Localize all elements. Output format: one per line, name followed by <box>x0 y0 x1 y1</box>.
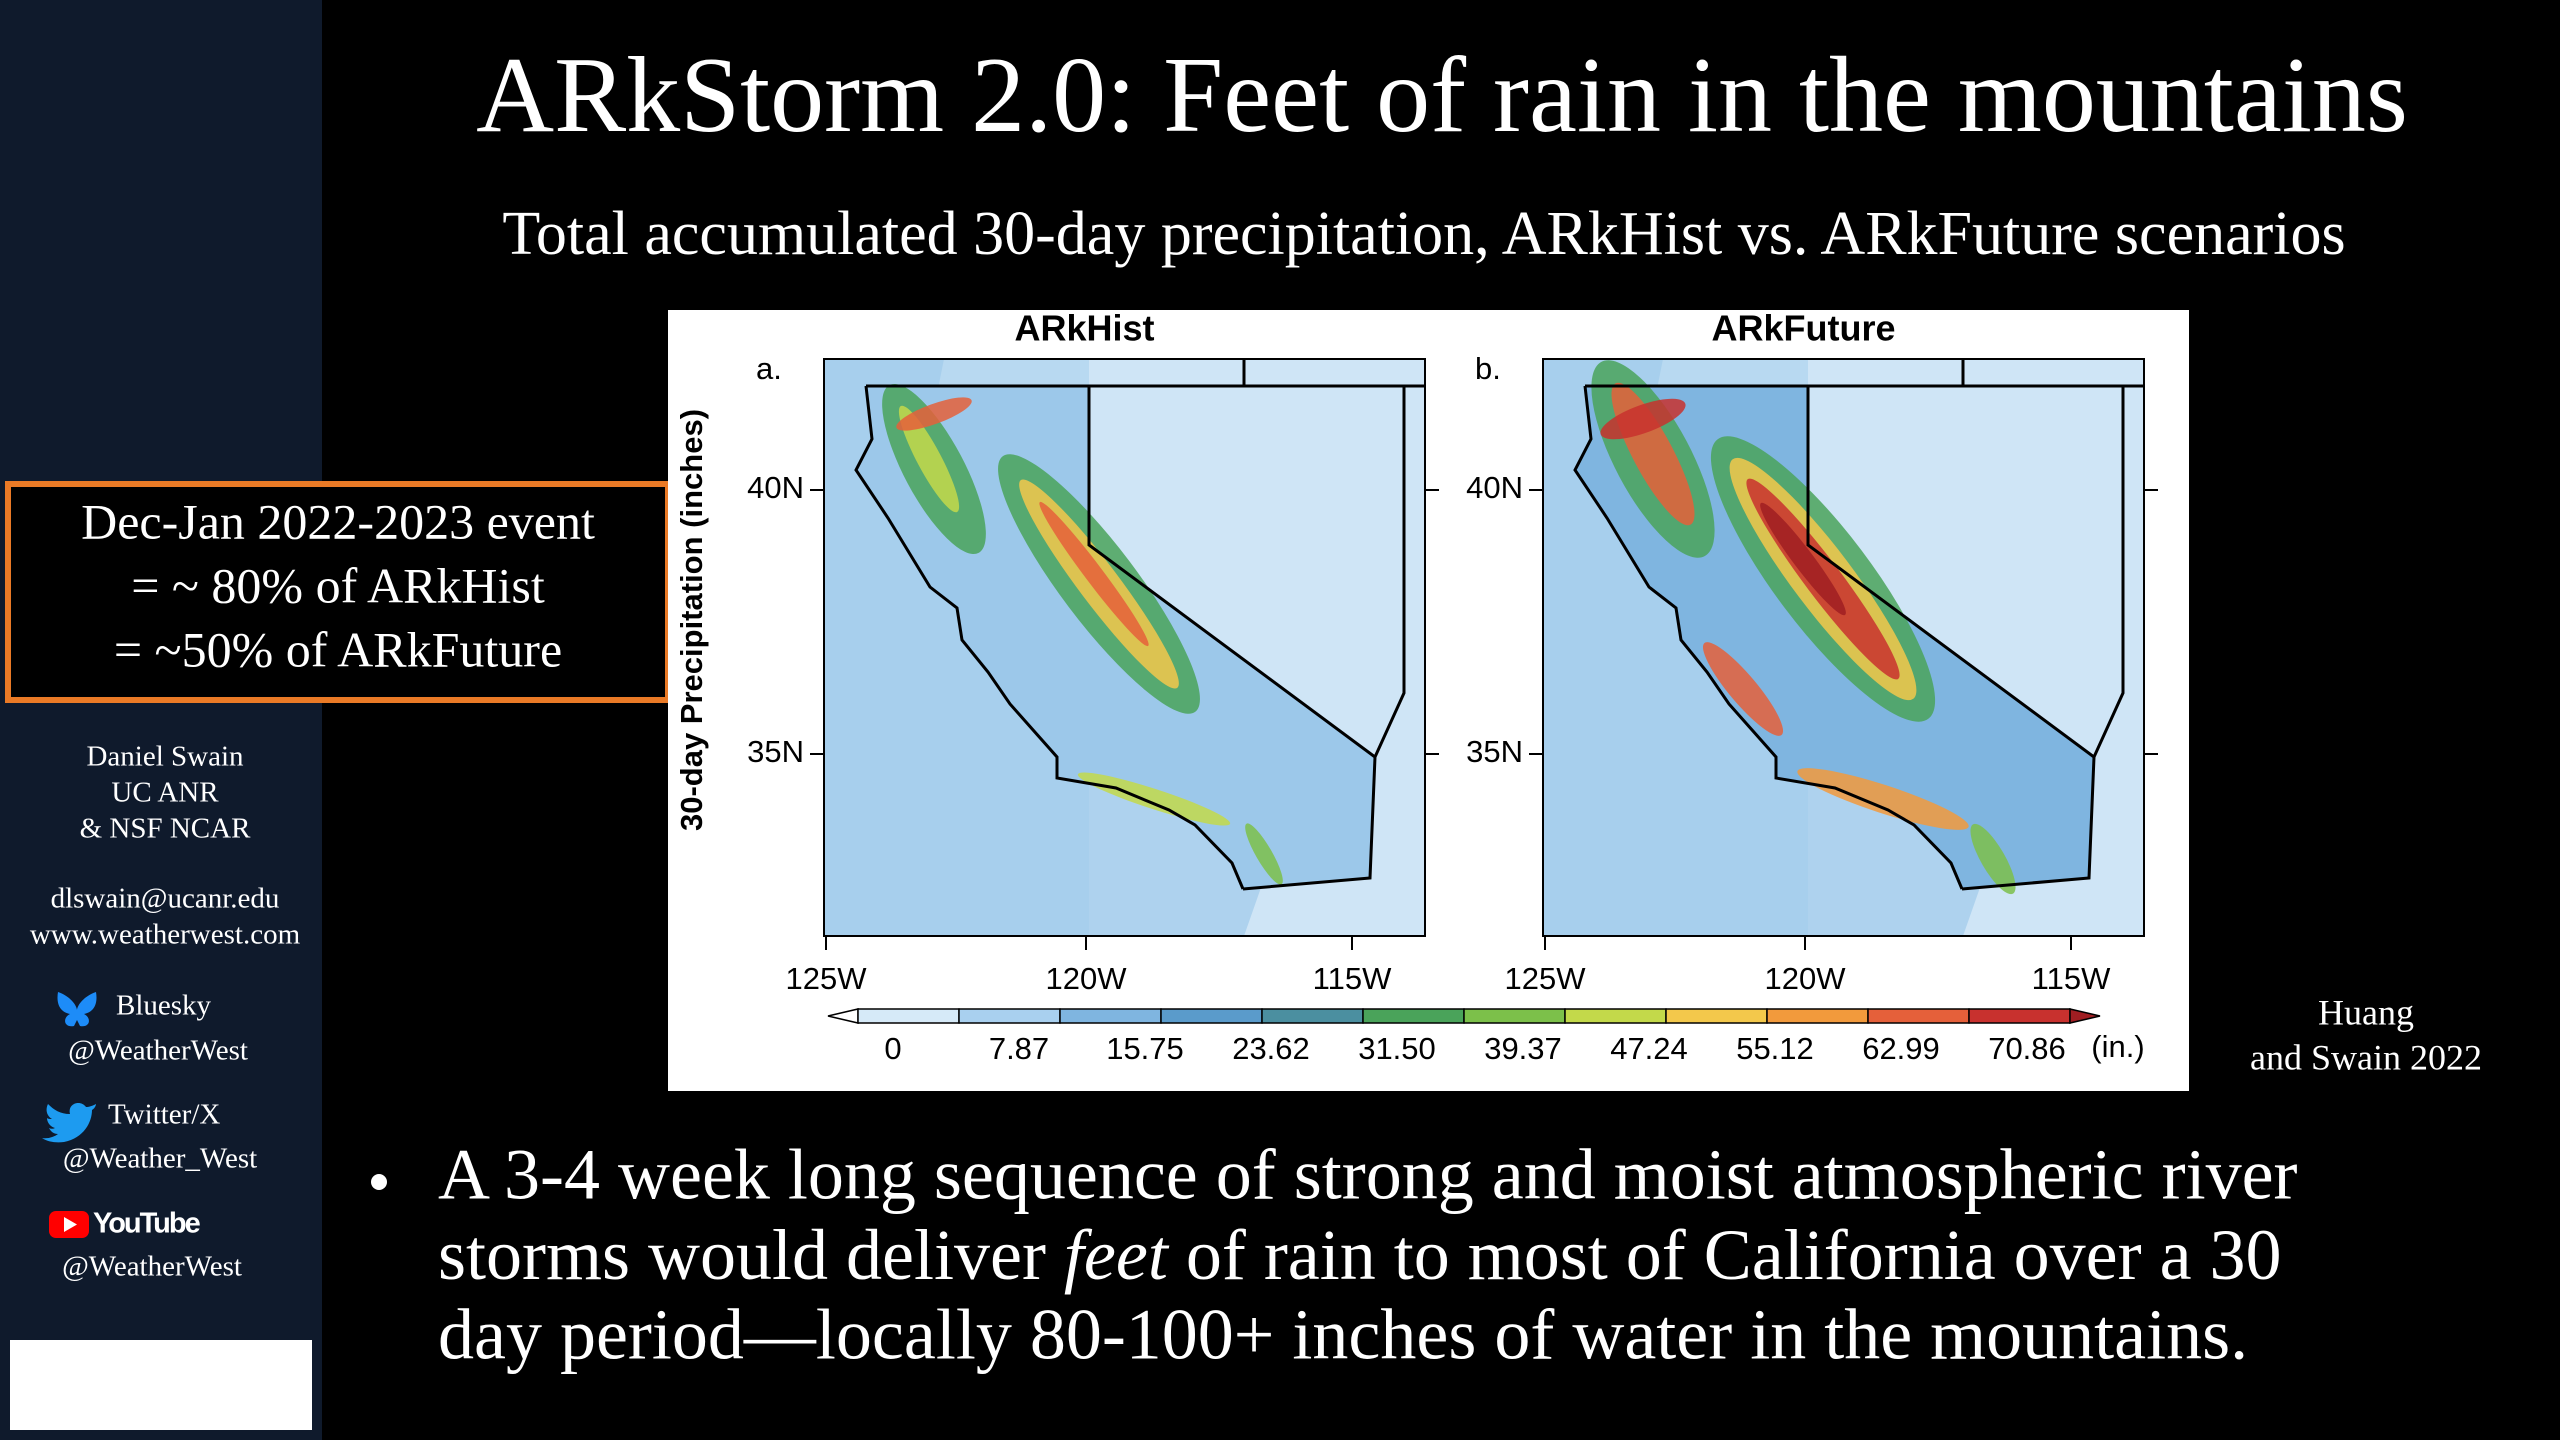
colorbar-label: 70.86 <box>1988 1031 2066 1066</box>
colorbar-segment <box>1968 1008 2071 1024</box>
lat-label: 35N <box>1466 734 1523 769</box>
precip-field <box>1245 823 1283 885</box>
maps: 40N 35N 125W 120W 115W ARkHist a. 40N 35N 125W 120… <box>747 308 2158 996</box>
colorbar-segment <box>1665 1008 1768 1024</box>
map-panel: 40N 35N 125W 120W 115W ARkFuture b. <box>1466 308 2158 996</box>
state-border <box>1373 386 1406 758</box>
precip-field <box>896 397 972 431</box>
colorbar-segment <box>1261 1008 1364 1024</box>
colorbar-segment <box>1059 1008 1162 1024</box>
precip-field <box>1797 768 1969 830</box>
social-platform: Bluesky <box>116 990 212 1022</box>
colorbar-segment <box>857 1008 960 1024</box>
colorbar-label: 55.12 <box>1736 1031 1814 1066</box>
panel-title: ARkFuture <box>1711 308 1895 349</box>
state-border <box>2092 386 2125 758</box>
colorbar-segment <box>1463 1008 1566 1024</box>
lon-label: 115W <box>2032 961 2111 996</box>
bullet-line: storms would deliver feet of rain to mos… <box>438 1215 2282 1295</box>
colorbar: 0 7.87 15.75 23.62 31.50 39.37 47.24 55.12 62.99… <box>827 1008 2145 1066</box>
sidebar <box>0 0 322 1440</box>
precip-field <box>1970 823 2016 895</box>
bluesky-icon <box>57 992 97 1027</box>
colorbar-label: 47.24 <box>1610 1031 1688 1066</box>
lon-label: 120W <box>1046 961 1128 996</box>
subtitle: Total accumulated 30-day precipitation, … <box>502 200 2345 268</box>
colorbar-segment <box>1362 1008 1465 1024</box>
precip-field <box>1077 772 1231 826</box>
colorbar-segment <box>1867 1008 1970 1024</box>
precip-field <box>1760 502 1846 616</box>
website: www.weatherwest.com <box>30 919 301 951</box>
map-frame <box>1542 358 2145 937</box>
bullet-text: of rain to most of California over a 30 <box>1168 1215 2282 1295</box>
lon-label: 115W <box>1313 961 1392 996</box>
colorbar-label: 39.37 <box>1484 1031 1562 1066</box>
panel-letter: a. <box>756 351 782 386</box>
social-platform: YouTube <box>93 1208 201 1240</box>
bullet-emphasis: feet <box>1064 1215 1170 1295</box>
lon-label: 125W <box>786 961 868 996</box>
colorbar-label: 23.62 <box>1232 1031 1310 1066</box>
callout-line: = ~ 80% of ARkHist <box>131 557 545 613</box>
citation: Huang <box>2318 992 2414 1032</box>
social-platform: Twitter/X <box>108 1099 220 1131</box>
callout-line: = ~50% of ARkFuture <box>114 621 562 677</box>
coastline <box>854 385 1245 890</box>
youtube-play <box>64 1217 77 1232</box>
colorbar-label: 62.99 <box>1862 1031 1940 1066</box>
precip-field <box>1039 501 1149 647</box>
twitter-icon <box>42 1103 96 1143</box>
colorbar-segment <box>1160 1008 1263 1024</box>
lat-label: 35N <box>747 734 804 769</box>
lat-label: 40N <box>747 470 804 505</box>
colorbar-segment <box>1564 1008 1667 1024</box>
map-panel: 40N 35N 125W 120W 115W ARkHist a. <box>747 308 1439 996</box>
social-handle: @WeatherWest <box>68 1035 248 1067</box>
map-layer <box>824 359 1425 936</box>
callout-line: Dec-Jan 2022-2023 event <box>81 493 595 549</box>
lat-label: 40N <box>1466 470 1523 505</box>
bullet-dot <box>371 1174 387 1190</box>
callout-box <box>5 481 671 703</box>
precip-field <box>898 405 960 513</box>
colorbar-cap <box>2069 1008 2101 1024</box>
y-axis-label: 30-day Precipitation (inches) <box>674 409 709 831</box>
colorbar-label: 0 <box>884 1031 901 1066</box>
panel-title: ARkHist <box>1014 308 1154 349</box>
colorbar-label: 7.87 <box>989 1031 1049 1066</box>
precip-field <box>1702 642 1784 736</box>
blank-box <box>10 1340 312 1430</box>
lon-label: 125W <box>1505 961 1587 996</box>
bullet-text: storms would deliver <box>438 1215 1064 1295</box>
colorbar-label: 15.75 <box>1106 1031 1184 1066</box>
author: & NSF NCAR <box>80 813 251 845</box>
author: Daniel Swain <box>86 741 244 773</box>
panel-letter: b. <box>1475 351 1501 386</box>
social-handle: @WeatherWest <box>62 1251 242 1283</box>
bullet-line: A 3-4 week long sequence of strong and m… <box>438 1135 2298 1215</box>
colorbar-label: 31.50 <box>1358 1031 1436 1066</box>
colorbar-segment <box>958 1008 1061 1024</box>
email: dlswain@ucanr.edu <box>51 883 280 915</box>
map-content <box>1543 359 2144 936</box>
social-handle: @Weather_West <box>63 1143 257 1175</box>
map-layer <box>1543 359 2144 936</box>
precip-field <box>1600 398 1686 440</box>
bullet-line: day period—locally 80-100+ inches of wat… <box>438 1295 2248 1375</box>
colorbar-segment <box>1766 1008 1869 1024</box>
coastline <box>1573 385 1964 890</box>
map-frame <box>823 358 1426 937</box>
lon-label: 120W <box>1765 961 1847 996</box>
colorbar-unit: (in.) <box>2091 1029 2144 1064</box>
title: ARkStorm 2.0: Feet of rain in the mounta… <box>476 36 2408 155</box>
author: UC ANR <box>111 777 219 809</box>
map-content <box>824 359 1425 936</box>
citation: and Swain 2022 <box>2250 1037 2482 1077</box>
